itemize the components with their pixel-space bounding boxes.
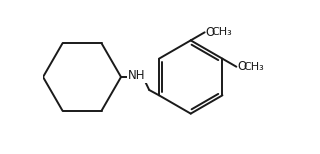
Text: NH: NH — [128, 69, 146, 82]
Text: CH₃: CH₃ — [211, 27, 232, 37]
Text: O: O — [237, 60, 246, 73]
Text: O: O — [205, 26, 215, 39]
Text: CH₃: CH₃ — [243, 62, 264, 72]
